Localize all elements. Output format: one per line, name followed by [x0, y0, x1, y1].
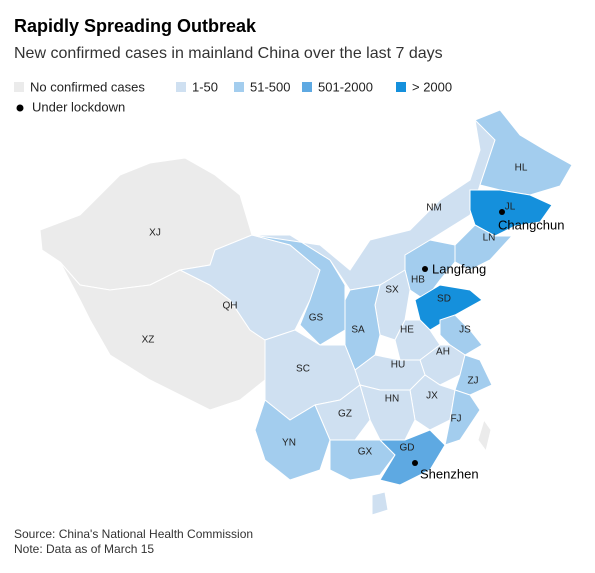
province-label: LN	[483, 233, 496, 244]
province	[444, 389, 481, 446]
city-dot	[422, 266, 428, 272]
legend-lockdown: Under lockdown	[32, 99, 125, 114]
city-dot	[499, 209, 505, 215]
province	[454, 224, 514, 271]
province-label: HU	[391, 360, 405, 371]
island	[477, 418, 492, 453]
legend-label: 51-500	[250, 79, 290, 94]
legend-label: > 2000	[412, 79, 452, 94]
legend-swatch	[302, 82, 312, 92]
province-label: HL	[515, 163, 528, 174]
province-label: HB	[411, 275, 425, 286]
province-label: GD	[400, 443, 415, 454]
province-label: AH	[436, 347, 450, 358]
source: Source: China's National Health Commissi…	[14, 527, 253, 541]
legend-swatch	[234, 82, 244, 92]
province-label: ZJ	[467, 376, 478, 387]
province	[359, 384, 416, 441]
province-label: SX	[385, 285, 399, 296]
province-label: NM	[426, 203, 442, 214]
province-label: FJ	[450, 414, 461, 425]
legend-label: No confirmed cases	[30, 79, 145, 94]
legend-swatch	[396, 82, 406, 92]
province	[378, 429, 446, 486]
legend-swatch	[176, 82, 186, 92]
province	[409, 374, 456, 431]
city-dot	[412, 460, 418, 466]
province-label: JX	[426, 391, 438, 402]
province-label: GS	[309, 313, 324, 324]
island	[371, 491, 389, 516]
legend-label: 501-2000	[318, 79, 373, 94]
province-label: YN	[282, 438, 296, 449]
map	[39, 109, 573, 486]
subtitle: New confirmed cases in mainland China ov…	[14, 45, 443, 62]
province	[469, 189, 553, 237]
province-label: JS	[459, 325, 471, 336]
province-label: XZ	[142, 335, 155, 346]
title: Rapidly Spreading Outbreak	[14, 16, 257, 36]
province-label: GZ	[338, 409, 352, 420]
province-label: SD	[437, 294, 451, 305]
province	[474, 109, 573, 196]
province	[329, 439, 396, 481]
lockdown-dot	[16, 104, 24, 112]
legend-label: 1-50	[192, 79, 218, 94]
city-label: Shenzhen	[420, 466, 479, 481]
legend-swatch	[14, 82, 24, 92]
province-label: HE	[400, 325, 414, 336]
city-label: Langfang	[432, 261, 486, 276]
legend: No confirmed cases 1-50 51-500 501-2000 > 20…	[14, 79, 452, 94]
province-label: JL	[505, 202, 516, 213]
province-label: SA	[351, 325, 365, 336]
note: Note: Data as of March 15	[14, 542, 154, 556]
province-label: GX	[358, 447, 373, 458]
province-label: XJ	[149, 228, 161, 239]
cities: Changchun Langfang Shenzhen	[412, 209, 565, 481]
province	[254, 399, 331, 481]
city-label: Changchun	[498, 217, 565, 232]
region-labels: XJ XZ QH GS NM HL JL LN HB SX SD SA HE JS AH HU SC ZJ JX HN…	[142, 163, 528, 458]
province-label: HN	[385, 394, 399, 405]
province-label: SC	[296, 364, 310, 375]
province-label: QH	[223, 301, 238, 312]
